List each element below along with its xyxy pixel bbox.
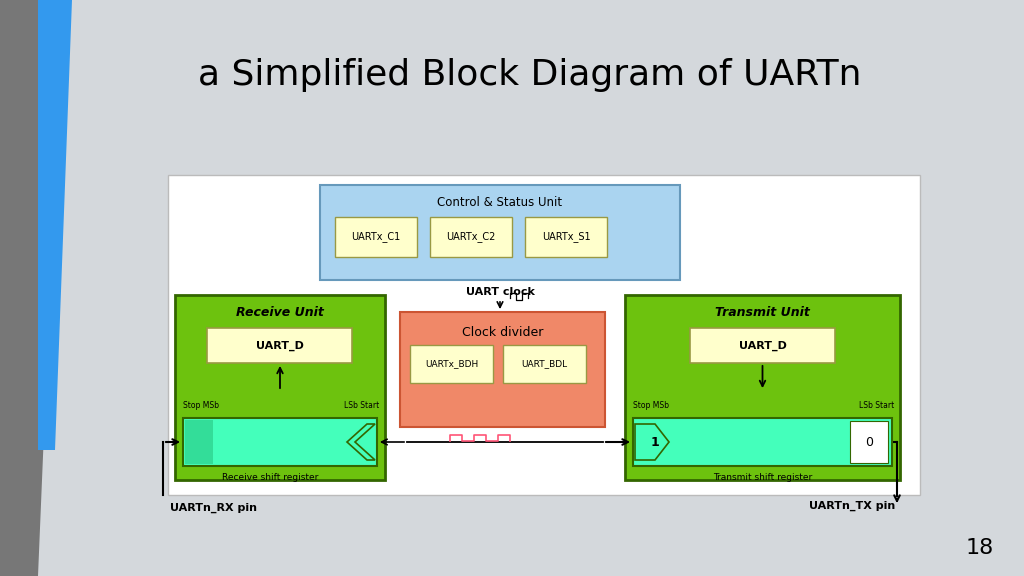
FancyBboxPatch shape: [185, 420, 213, 464]
FancyBboxPatch shape: [319, 185, 680, 280]
Text: LSb Start: LSb Start: [344, 401, 379, 411]
Text: 0: 0: [865, 435, 873, 449]
Text: Transmit Unit: Transmit Unit: [715, 306, 810, 320]
FancyBboxPatch shape: [690, 328, 835, 363]
Text: UARTn_RX pin: UARTn_RX pin: [170, 503, 257, 513]
Text: UARTx_S1: UARTx_S1: [542, 232, 590, 242]
Text: Control & Status Unit: Control & Status Unit: [437, 196, 562, 210]
FancyBboxPatch shape: [430, 217, 512, 257]
Text: Stop MSb: Stop MSb: [183, 401, 219, 411]
Text: LSb Start: LSb Start: [859, 401, 894, 411]
Text: UARTx_C2: UARTx_C2: [446, 232, 496, 242]
FancyBboxPatch shape: [850, 421, 888, 463]
Text: 1: 1: [650, 435, 659, 449]
Polygon shape: [635, 424, 669, 460]
Text: UARTn_TX pin: UARTn_TX pin: [809, 501, 895, 511]
Text: UART_D: UART_D: [256, 340, 303, 351]
Text: Receive shift register: Receive shift register: [222, 473, 318, 483]
Polygon shape: [38, 0, 72, 450]
FancyBboxPatch shape: [525, 217, 607, 257]
Polygon shape: [347, 424, 375, 460]
FancyBboxPatch shape: [175, 295, 385, 480]
FancyBboxPatch shape: [633, 418, 892, 466]
Text: UARTx_BDH: UARTx_BDH: [425, 359, 478, 369]
FancyBboxPatch shape: [207, 328, 352, 363]
Text: UARTx_C1: UARTx_C1: [351, 232, 400, 242]
FancyBboxPatch shape: [335, 217, 417, 257]
FancyBboxPatch shape: [183, 418, 377, 466]
Text: a Simplified Block Diagram of UARTn: a Simplified Block Diagram of UARTn: [199, 58, 862, 92]
Text: UART_BDL: UART_BDL: [521, 359, 567, 369]
Text: Receive Unit: Receive Unit: [237, 306, 324, 320]
Text: Transmit shift register: Transmit shift register: [713, 473, 812, 483]
FancyBboxPatch shape: [625, 295, 900, 480]
Text: Clock divider: Clock divider: [462, 325, 543, 339]
FancyBboxPatch shape: [168, 175, 920, 495]
Text: 18: 18: [966, 538, 994, 558]
FancyBboxPatch shape: [503, 345, 586, 383]
FancyBboxPatch shape: [400, 312, 605, 427]
Text: Stop MSb: Stop MSb: [633, 401, 669, 411]
Text: UART_D: UART_D: [738, 340, 786, 351]
Polygon shape: [0, 0, 62, 576]
Text: UART clock: UART clock: [466, 287, 535, 297]
FancyBboxPatch shape: [410, 345, 493, 383]
